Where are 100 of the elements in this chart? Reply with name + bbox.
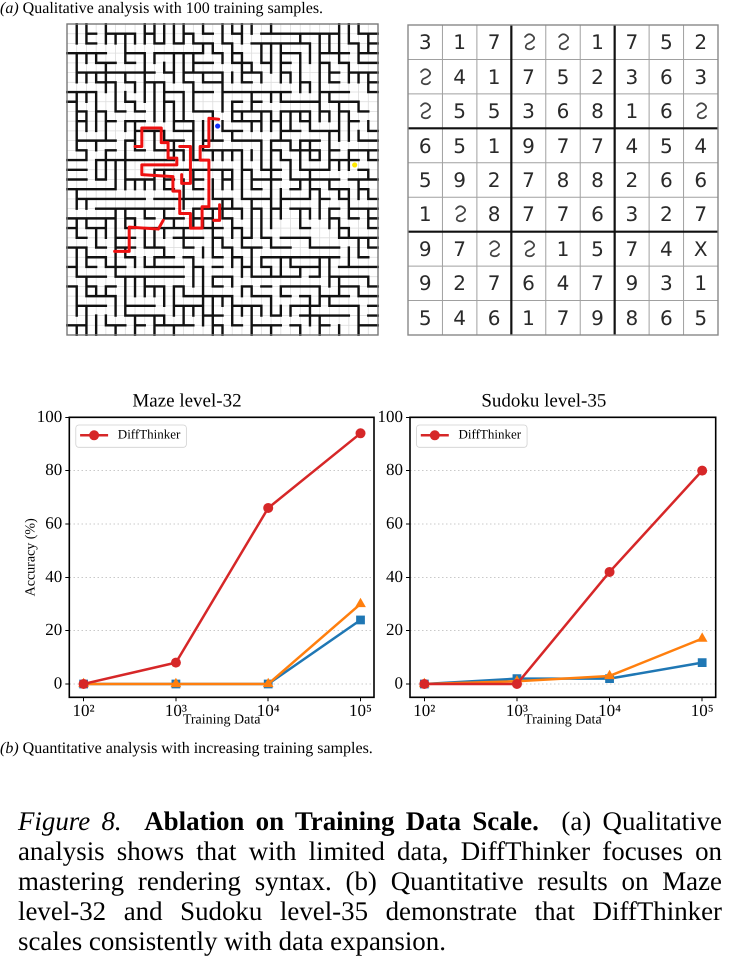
text: 7 (556, 306, 570, 330)
chart-title: Sudoku level-35 (481, 390, 606, 412)
point (696, 632, 708, 642)
legend-label: DiffThinker (118, 426, 182, 442)
text: 5 (591, 236, 604, 261)
y-axis-title: Accuracy (%) (24, 518, 39, 596)
y-tick-label: 0 (394, 673, 403, 692)
text: 1 (556, 236, 570, 261)
point (604, 670, 615, 680)
text: 6 (660, 64, 673, 89)
text: 5 (660, 30, 673, 54)
text: 4 (453, 64, 466, 89)
text: 2 (626, 168, 638, 192)
text: 2 (591, 64, 604, 89)
text: 9 (591, 306, 604, 330)
text: 7 (522, 64, 535, 89)
text: 1 (418, 202, 432, 226)
x-tick-label: 10² (413, 700, 436, 720)
x-tick-label: 10⁵ (349, 700, 372, 720)
text: (a) Qualitative (561, 806, 722, 836)
x-tick-label: 10⁵ (690, 700, 714, 720)
point (697, 466, 708, 476)
text: 5 (418, 306, 432, 330)
text: 3 (626, 202, 638, 226)
point (698, 658, 707, 668)
text: 8 (556, 168, 570, 192)
text: Qualitative analysis with 100 training samples. (22, 0, 324, 17)
y-tick-label: 60 (386, 513, 403, 532)
point (356, 428, 366, 438)
text: 1 (626, 99, 638, 124)
text: 4 (660, 236, 673, 261)
text: 1 (522, 306, 535, 330)
text: 7 (488, 271, 500, 296)
caption: Figure 8. (18, 806, 122, 836)
text: 7 (556, 202, 570, 226)
text: 9 (418, 236, 432, 261)
y-tick-label: 40 (45, 566, 62, 586)
chart-title: Maze level-32 (132, 390, 242, 412)
text: 9 (418, 271, 432, 296)
text: 5 (694, 306, 708, 330)
text: 5 (660, 134, 673, 158)
x-tick-label: 10² (72, 700, 95, 720)
text: 5 (488, 99, 500, 124)
text: 2 (488, 168, 500, 192)
text: 7 (453, 236, 466, 261)
text: 8 (591, 168, 604, 192)
point (263, 502, 274, 513)
text: 5 (453, 134, 466, 158)
text: 7 (694, 202, 708, 226)
text: 9 (626, 271, 638, 296)
text: 4 (626, 134, 638, 158)
text: 7 (591, 134, 604, 158)
text: 5 (556, 64, 570, 89)
text: analysis shows that with limited data, DiffThinker focuses on mastering rendering syntax. (b) Quantitative results on Maze level-32 and Sudoku level-35 demonstrate that DiffThinker scales consistently with data expansion. (18, 836, 722, 956)
text: 4 (453, 306, 466, 330)
text: 6 (522, 271, 535, 296)
text: 6 (488, 306, 500, 330)
text: 3 (522, 99, 535, 124)
text: 6 (694, 168, 708, 192)
point (512, 678, 522, 689)
text: 6 (660, 168, 673, 192)
text: 7 (626, 236, 638, 261)
point (604, 566, 615, 577)
text: 3 (626, 64, 638, 89)
text: 7 (591, 271, 604, 296)
y-tick-label: 100 (378, 406, 403, 426)
text: 3 (694, 64, 708, 89)
text: 9 (453, 168, 466, 192)
legend-label: DiffThinker (458, 426, 522, 442)
text: 7 (488, 30, 500, 54)
text: 4 (556, 271, 570, 296)
point (356, 616, 365, 624)
text: 1 (694, 271, 708, 296)
text: 8 (591, 99, 604, 124)
text: 1 (488, 64, 500, 89)
text: 3 (418, 30, 432, 54)
text: 8 (488, 202, 500, 226)
text: (a) (0, 0, 19, 17)
x-tick-label: 10³ (164, 700, 187, 720)
text: 6 (660, 306, 673, 330)
point (170, 658, 181, 668)
text: 1 (591, 30, 604, 54)
text: 5 (453, 99, 466, 124)
text: 1 (453, 30, 466, 54)
y-tick-label: 20 (45, 620, 62, 640)
text: 6 (660, 99, 673, 124)
text: 6 (556, 99, 570, 124)
text: 3 (660, 271, 673, 296)
text: 9 (522, 134, 535, 158)
text: 6 (591, 202, 604, 226)
text: X (694, 236, 708, 261)
text: 6 (418, 134, 432, 158)
text: 2 (453, 271, 466, 296)
text: 5 (418, 168, 432, 192)
y-tick-label: 100 (36, 406, 62, 426)
y-tick-label: 40 (386, 566, 403, 586)
y-tick-label: 80 (45, 460, 62, 480)
text: 2 (694, 30, 708, 54)
y-tick-label: 60 (45, 513, 62, 532)
text: 4 (694, 134, 708, 158)
